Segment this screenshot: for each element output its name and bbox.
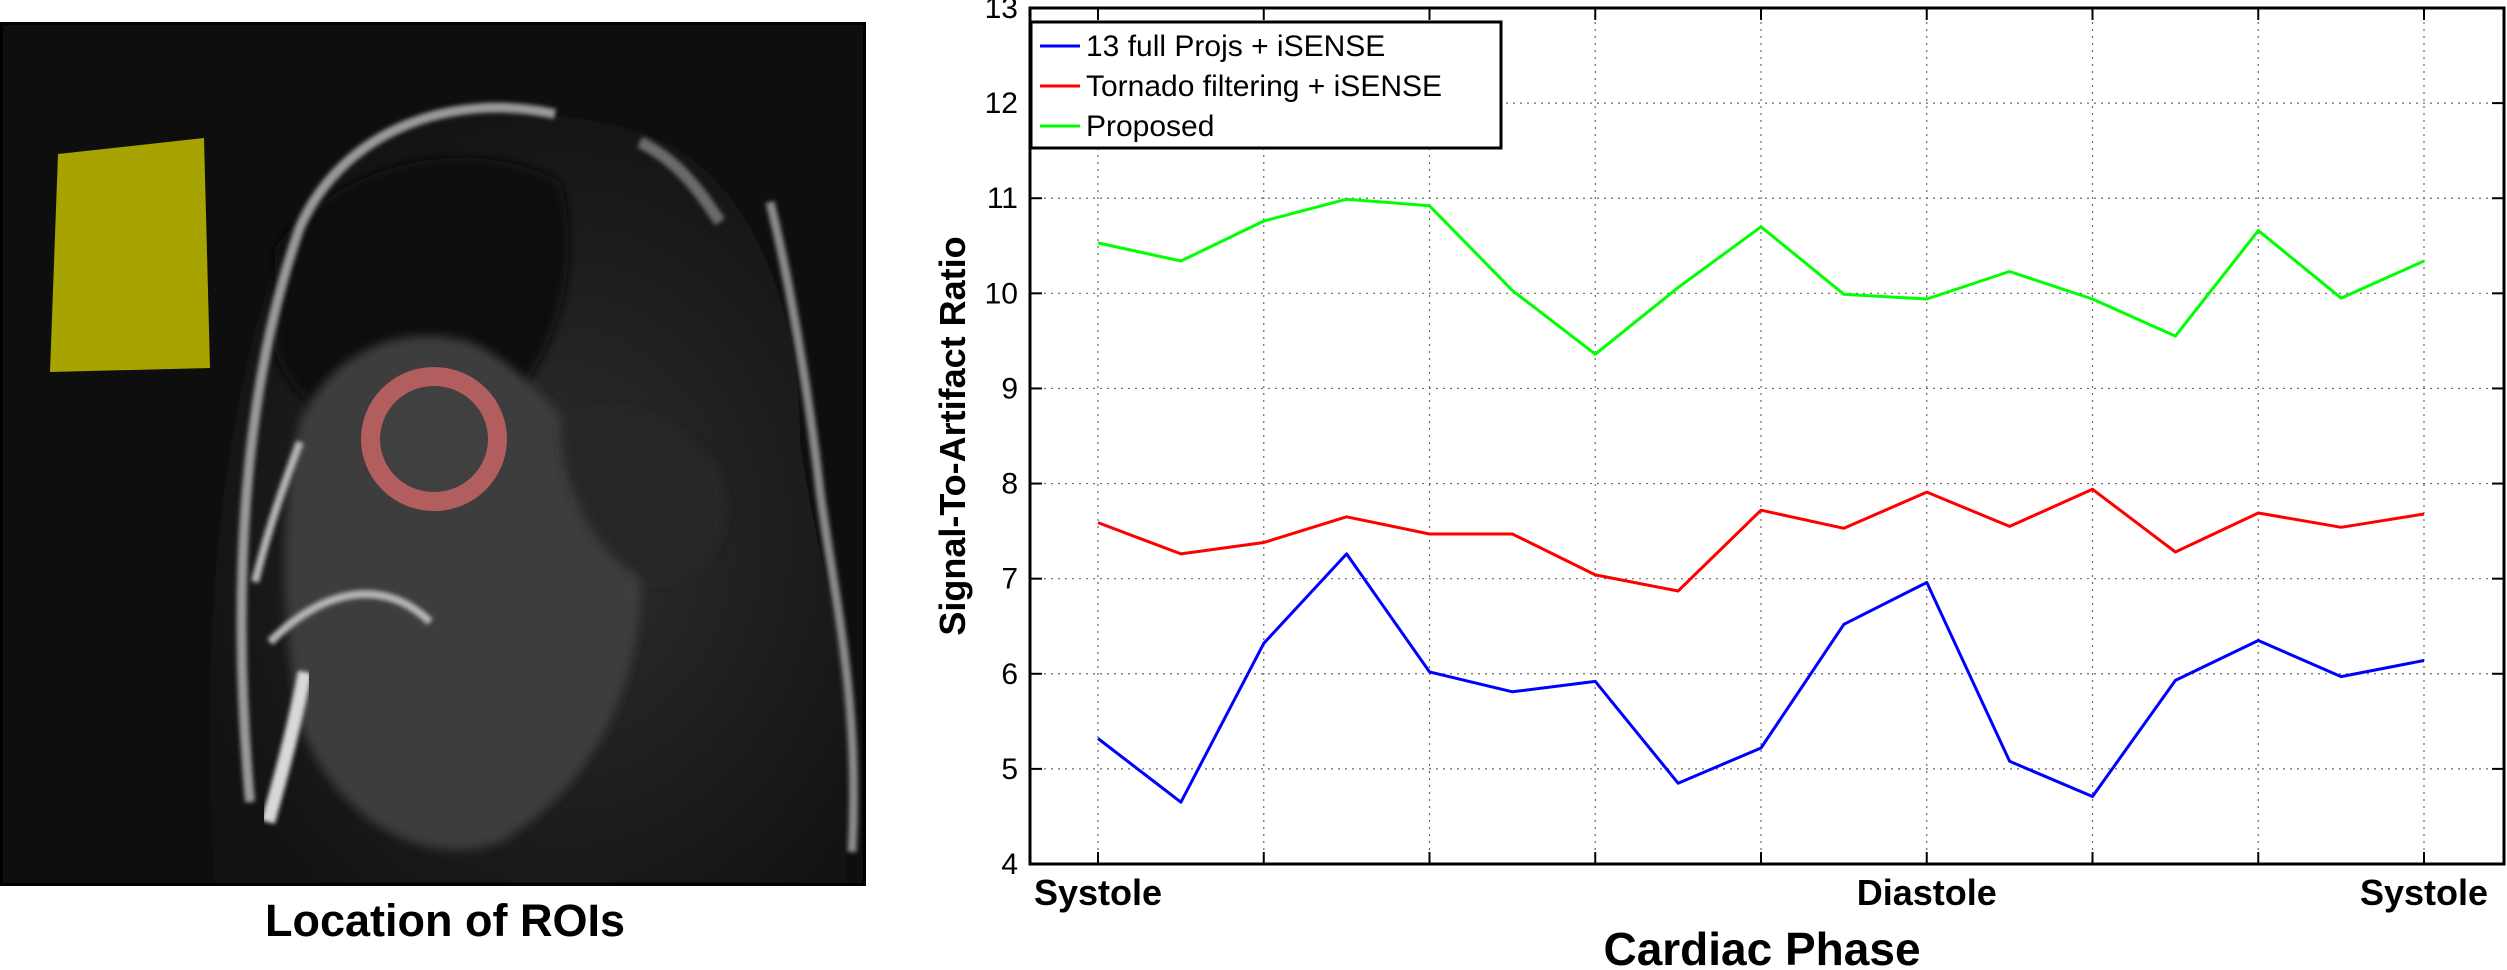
legend-label-series-1: Tornado filtering + iSENSE — [1086, 70, 1442, 103]
legend-box — [1029, 20, 1503, 150]
y-tick-label: 5 — [1001, 753, 1018, 786]
myocardium-roi — [361, 367, 507, 511]
y-tick-label: 6 — [1001, 658, 1018, 691]
series-line-0 — [1097, 552, 2425, 804]
background-roi — [50, 138, 210, 372]
y-tick-label: 11 — [987, 182, 1018, 215]
legend-label-series-2: Proposed — [1086, 110, 1214, 143]
series-line-2 — [1097, 197, 2425, 356]
y-tick-label: 12 — [985, 87, 1018, 120]
x-phase-label: Systole — [1034, 872, 1162, 913]
x-phase-label: Diastole — [1857, 872, 1997, 913]
y-tick-label: 8 — [1001, 468, 1018, 501]
torso-anatomy — [209, 102, 859, 882]
mri-image — [0, 22, 866, 886]
series-lines — [1097, 197, 2425, 804]
plot-frame — [1028, 6, 2506, 866]
x-axis: Systole Diastole Systole — [1034, 872, 2488, 913]
series-line-1 — [1097, 487, 2425, 593]
legend-label-series-0: 13 full Projs + iSENSE — [1086, 30, 1385, 63]
y-tick-label: 7 — [1001, 563, 1018, 596]
legend: 13 full Projs + iSENSE Tornado filtering… — [1029, 20, 1503, 150]
x-axis-title: Cardiac Phase — [1603, 923, 1920, 970]
y-tick-label: 9 — [1001, 372, 1018, 405]
y-tick-label: 10 — [985, 277, 1018, 310]
y-axis-title: Signal-To-Artifact Ratio — [932, 236, 973, 635]
roi-location-caption: Location of ROIs — [265, 895, 625, 946]
y-tick-label: 4 — [1001, 848, 1018, 881]
x-phase-label: Systole — [2360, 872, 2488, 913]
y-tick-label: 13 — [985, 0, 1018, 25]
